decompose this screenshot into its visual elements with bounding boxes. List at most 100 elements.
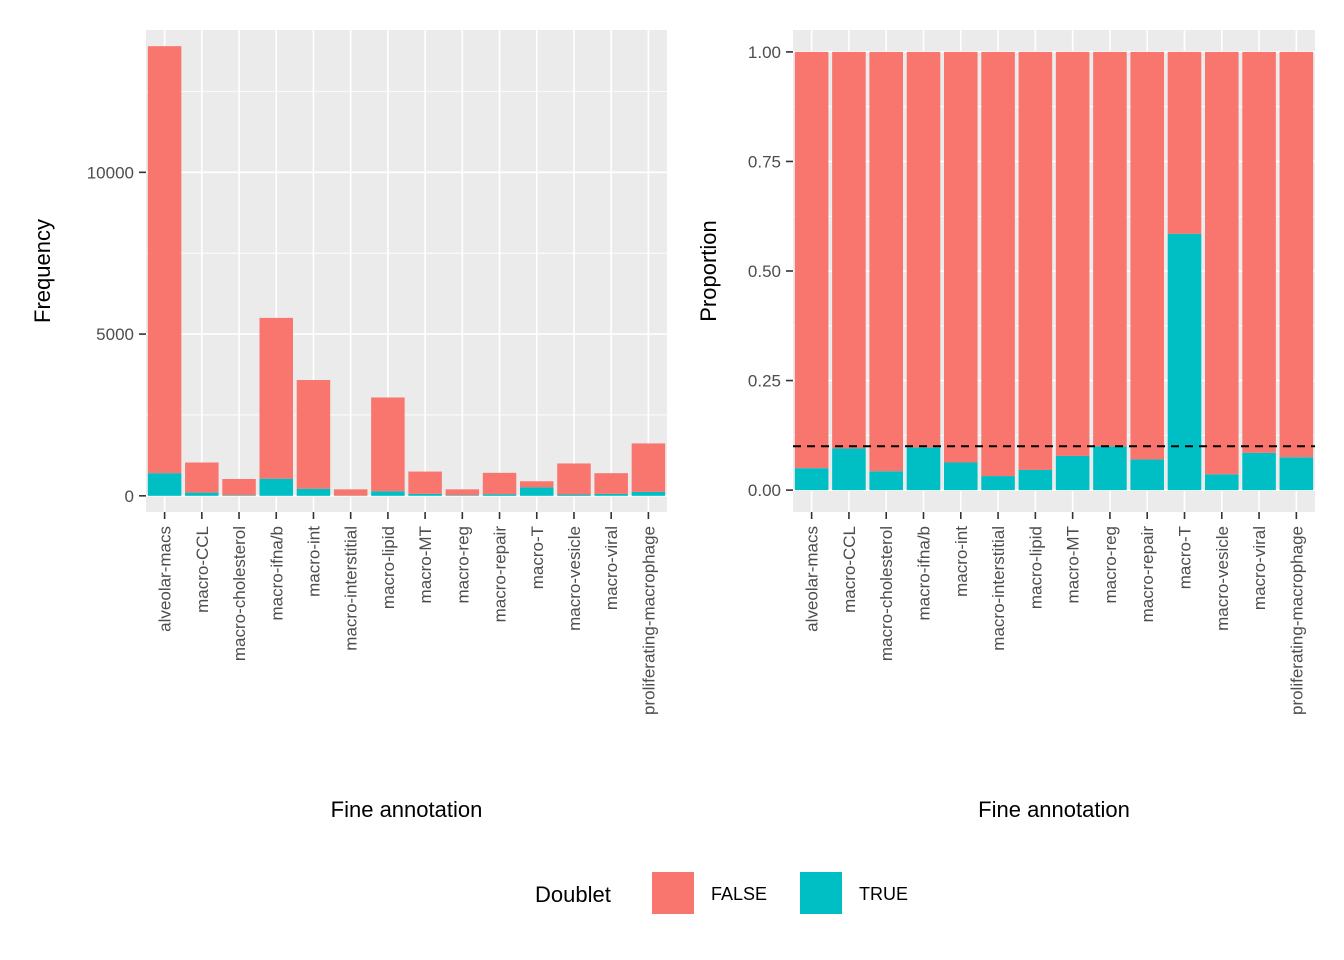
legend-swatch-true <box>800 872 842 914</box>
legend-swatch-false <box>652 872 694 914</box>
bar-macro-repair-false <box>482 472 517 495</box>
x-tick-label: macro-interstitial <box>342 526 361 651</box>
bar-macro-vesicle-false <box>1205 51 1239 475</box>
bar-macro-lipid-true <box>1018 469 1053 491</box>
bar-macro-interstitial-false <box>981 51 1015 477</box>
bar-macro-ccl-false <box>832 51 866 449</box>
bar-macro-reg-true <box>445 495 480 496</box>
bar-macro-repair-true <box>1130 459 1164 491</box>
bar-proliferating-macrophage-false <box>1279 51 1314 458</box>
bar-macro-t-true <box>1167 233 1202 491</box>
bar-macro-reg-false <box>1093 51 1127 447</box>
bar-macro-ccl-true <box>185 492 219 496</box>
bar-macro-ccl-true <box>832 448 866 491</box>
bar-macro-mt-true <box>408 493 442 496</box>
x-tick-label: macro-reg <box>1101 526 1120 603</box>
bar-macro-vesicle-true <box>1205 474 1239 491</box>
bar-proliferating-macrophage-false <box>631 443 666 492</box>
x-tick-label: macro-CCL <box>840 526 859 613</box>
bar-macro-mt-false <box>408 471 442 494</box>
x-tick-label: macro-cholesterol <box>877 526 896 661</box>
bar-macro-viral-true <box>594 493 628 496</box>
x-tick-label: macro-repair <box>1138 526 1157 623</box>
bar-macro-cholesterol-false <box>222 479 256 496</box>
y-tick-label: 10000 <box>87 163 134 182</box>
x-tick-label: macro-CCL <box>193 526 212 613</box>
legend-label-true: TRUE <box>859 884 908 904</box>
plot-background <box>146 30 667 512</box>
x-tick-label: macro-cholesterol <box>230 526 249 661</box>
x-tick-label: macro-reg <box>453 526 472 603</box>
y-tick-label: 0.25 <box>748 372 781 391</box>
x-tick-label: macro-interstitial <box>989 526 1008 651</box>
bar-macro-ccl-false <box>185 462 219 493</box>
x-tick-label: macro-lipid <box>1026 526 1045 609</box>
proportion-panel: 0.00 0.25 0.50 0.75 1.00 alveolar-macs macro-C… <box>696 30 1315 822</box>
bar-macro-mt-false <box>1055 51 1090 456</box>
y-tick-label: 0.00 <box>748 481 781 500</box>
x-tick-label: macro-MT <box>416 526 435 603</box>
x-tick-label: macro-T <box>528 526 547 589</box>
legend-label-false: FALSE <box>711 884 767 904</box>
bar-macro-repair-false <box>1130 51 1164 460</box>
x-tick-label: macro-int <box>952 526 971 597</box>
bar-macro-cholesterol-true <box>222 495 256 496</box>
legend: Doublet FALSE TRUE <box>535 872 908 914</box>
bar-macro-repair-true <box>482 494 517 496</box>
x-tick-label: macro-repair <box>491 526 510 623</box>
frequency-panel: 0 5000 10000 alveolar-macs macro-CCL macro-ch… <box>30 30 667 822</box>
bar-macro-vesicle-true <box>557 494 591 496</box>
x-tick-label: macro-T <box>1176 526 1195 589</box>
bar-macro-reg-true <box>1093 446 1127 491</box>
x-tick-label: macro-viral <box>1250 526 1269 610</box>
bar-macro-mt-true <box>1055 455 1090 491</box>
bar-alveolar-macs-false <box>147 46 182 474</box>
bar-macro-ifna-b-true <box>906 447 941 491</box>
y-tick-label: 5000 <box>96 325 134 344</box>
x-tick-label: proliferating-macrophage <box>1287 526 1306 715</box>
x-tick-label: macro-vesicle <box>565 526 584 631</box>
bar-macro-reg-false <box>445 489 480 496</box>
bar-macro-viral-false <box>1242 51 1276 453</box>
bar-macro-cholesterol-true <box>869 471 903 491</box>
x-tick-label: alveolar-macs <box>156 526 175 632</box>
x-tick-label: proliferating-macrophage <box>639 526 658 715</box>
bar-macro-t-false <box>520 481 554 488</box>
bar-macro-vesicle-false <box>557 463 591 495</box>
y-tick-label: 0.75 <box>748 152 781 171</box>
bar-proliferating-macrophage-true <box>1279 457 1314 491</box>
bar-macro-lipid-true <box>371 491 405 496</box>
bar-macro-lipid-false <box>1018 51 1053 470</box>
x-tick-label: macro-MT <box>1064 526 1083 603</box>
x-tick-label: macro-vesicle <box>1213 526 1232 631</box>
bar-macro-viral-true <box>1242 452 1276 491</box>
bar-alveolar-macs-false <box>794 51 829 469</box>
y-tick-label: 1.00 <box>748 43 781 62</box>
bar-alveolar-macs-true <box>794 468 829 491</box>
bar-alveolar-macs-true <box>147 473 182 496</box>
bar-macro-t-false <box>1167 51 1202 234</box>
x-tick-label: macro-lipid <box>379 526 398 609</box>
x-tick-label: macro-viral <box>602 526 621 610</box>
legend-title: Doublet <box>535 882 611 907</box>
x-tick-label: macro-ifna/b <box>267 526 286 620</box>
bar-macro-int-false <box>944 51 978 463</box>
bar-macro-viral-false <box>594 473 628 494</box>
bar-macro-lipid-false <box>371 397 405 492</box>
x-axis-title: Fine annotation <box>331 797 483 822</box>
y-axis-title: Frequency <box>30 219 55 323</box>
bar-macro-interstitial-true <box>981 476 1015 491</box>
bar-macro-cholesterol-false <box>869 51 903 472</box>
bar-proliferating-macrophage-true <box>631 491 666 496</box>
y-axis-title: Proportion <box>696 220 721 322</box>
bar-macro-int-true <box>944 462 978 491</box>
x-tick-label: macro-int <box>304 526 323 597</box>
x-tick-label: alveolar-macs <box>803 526 822 632</box>
x-axis-title: Fine annotation <box>978 797 1130 822</box>
x-tick-label: macro-ifna/b <box>915 526 934 620</box>
bar-macro-int-true <box>296 488 331 496</box>
bar-macro-ifna-b-false <box>906 51 941 448</box>
bar-macro-ifna-b-false <box>259 317 293 479</box>
bar-macro-t-true <box>520 487 554 496</box>
